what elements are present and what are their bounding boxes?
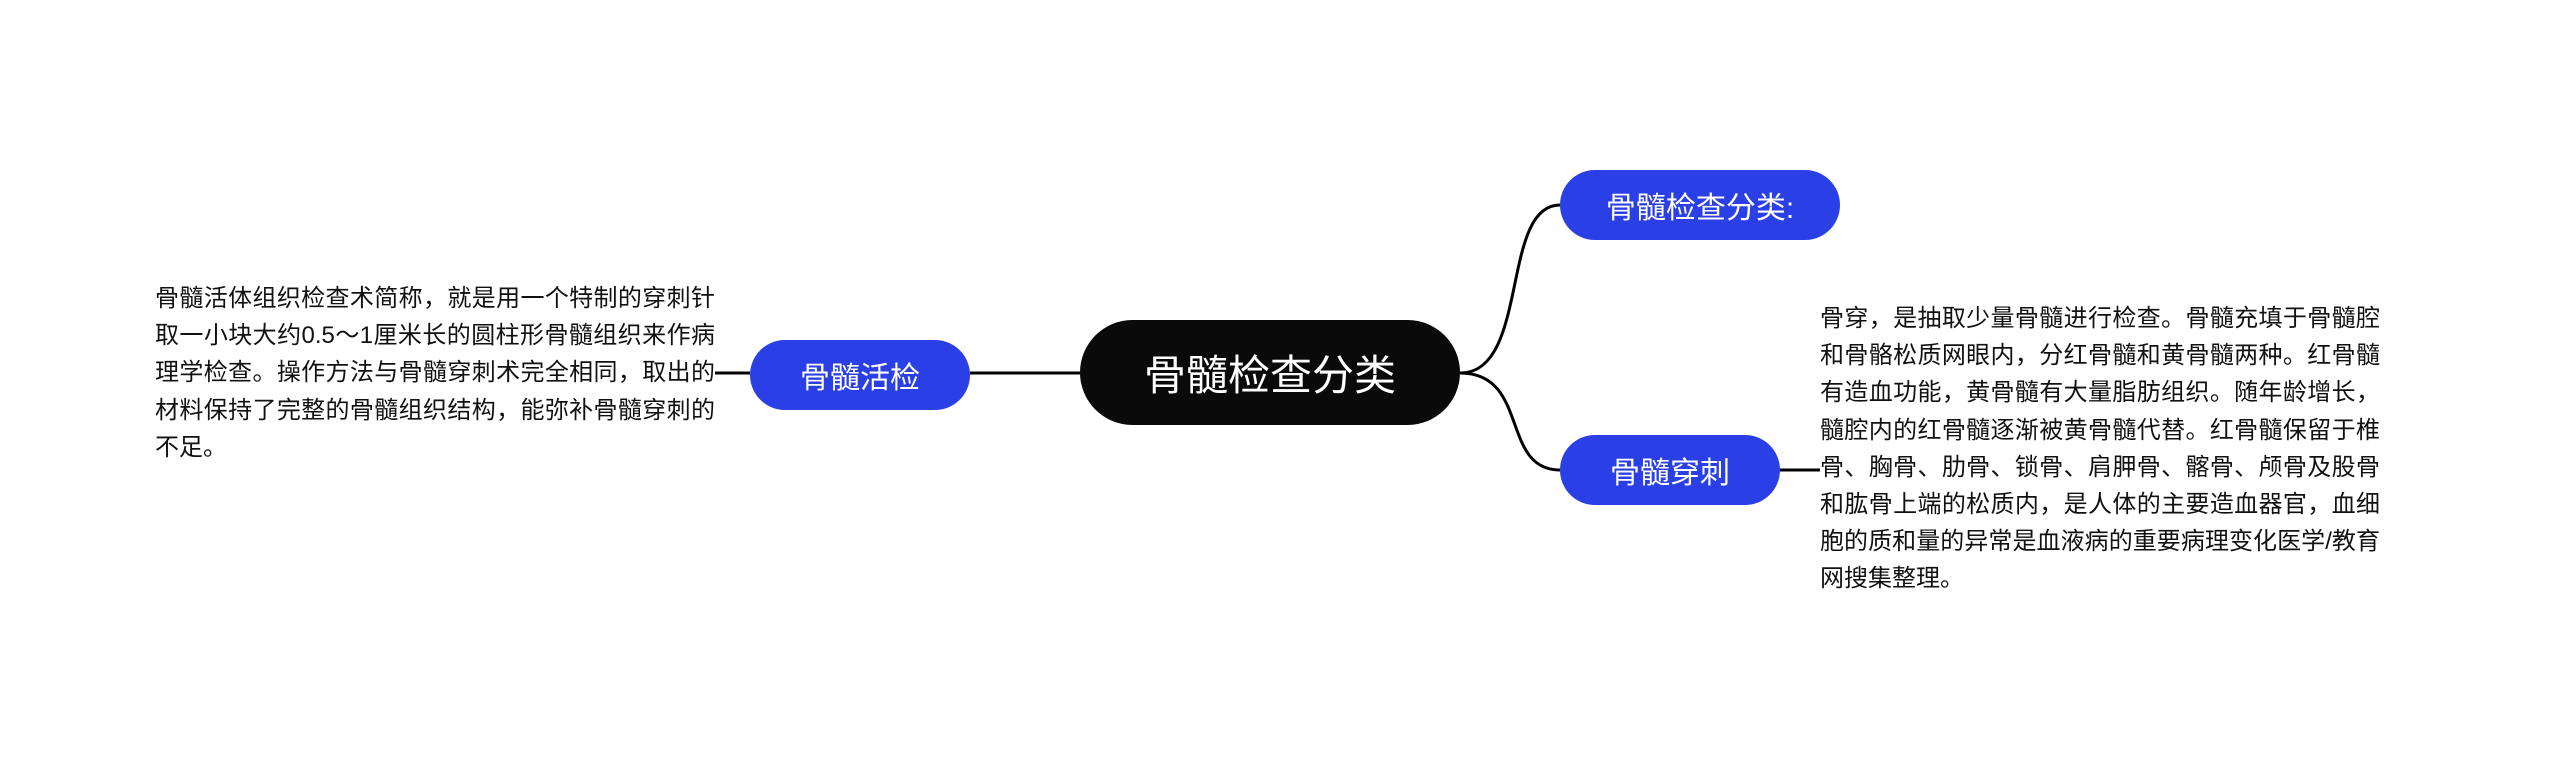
child-node-puncture[interactable]: 骨髓穿刺 xyxy=(1560,435,1780,505)
child-node-category[interactable]: 骨髓检查分类: xyxy=(1560,170,1840,240)
desc-puncture: 骨穿，是抽取少量骨髓进行检查。骨髓充填于骨髓腔和骨骼松质网眼内，分红骨髓和黄骨髓… xyxy=(1820,300,2380,598)
desc-biopsy: 骨髓活体组织检查术简称，就是用一个特制的穿刺针取一小块大约0.5～1厘米长的圆柱… xyxy=(155,280,715,466)
edge xyxy=(1460,205,1560,373)
mindmap-canvas: 骨髓检查分类 骨髓活检 骨髓活体组织检查术简称，就是用一个特制的穿刺针取一小块大… xyxy=(0,0,2560,760)
child-node-biopsy[interactable]: 骨髓活检 xyxy=(750,340,970,410)
center-node[interactable]: 骨髓检查分类 xyxy=(1080,320,1460,425)
edge xyxy=(1460,373,1560,470)
